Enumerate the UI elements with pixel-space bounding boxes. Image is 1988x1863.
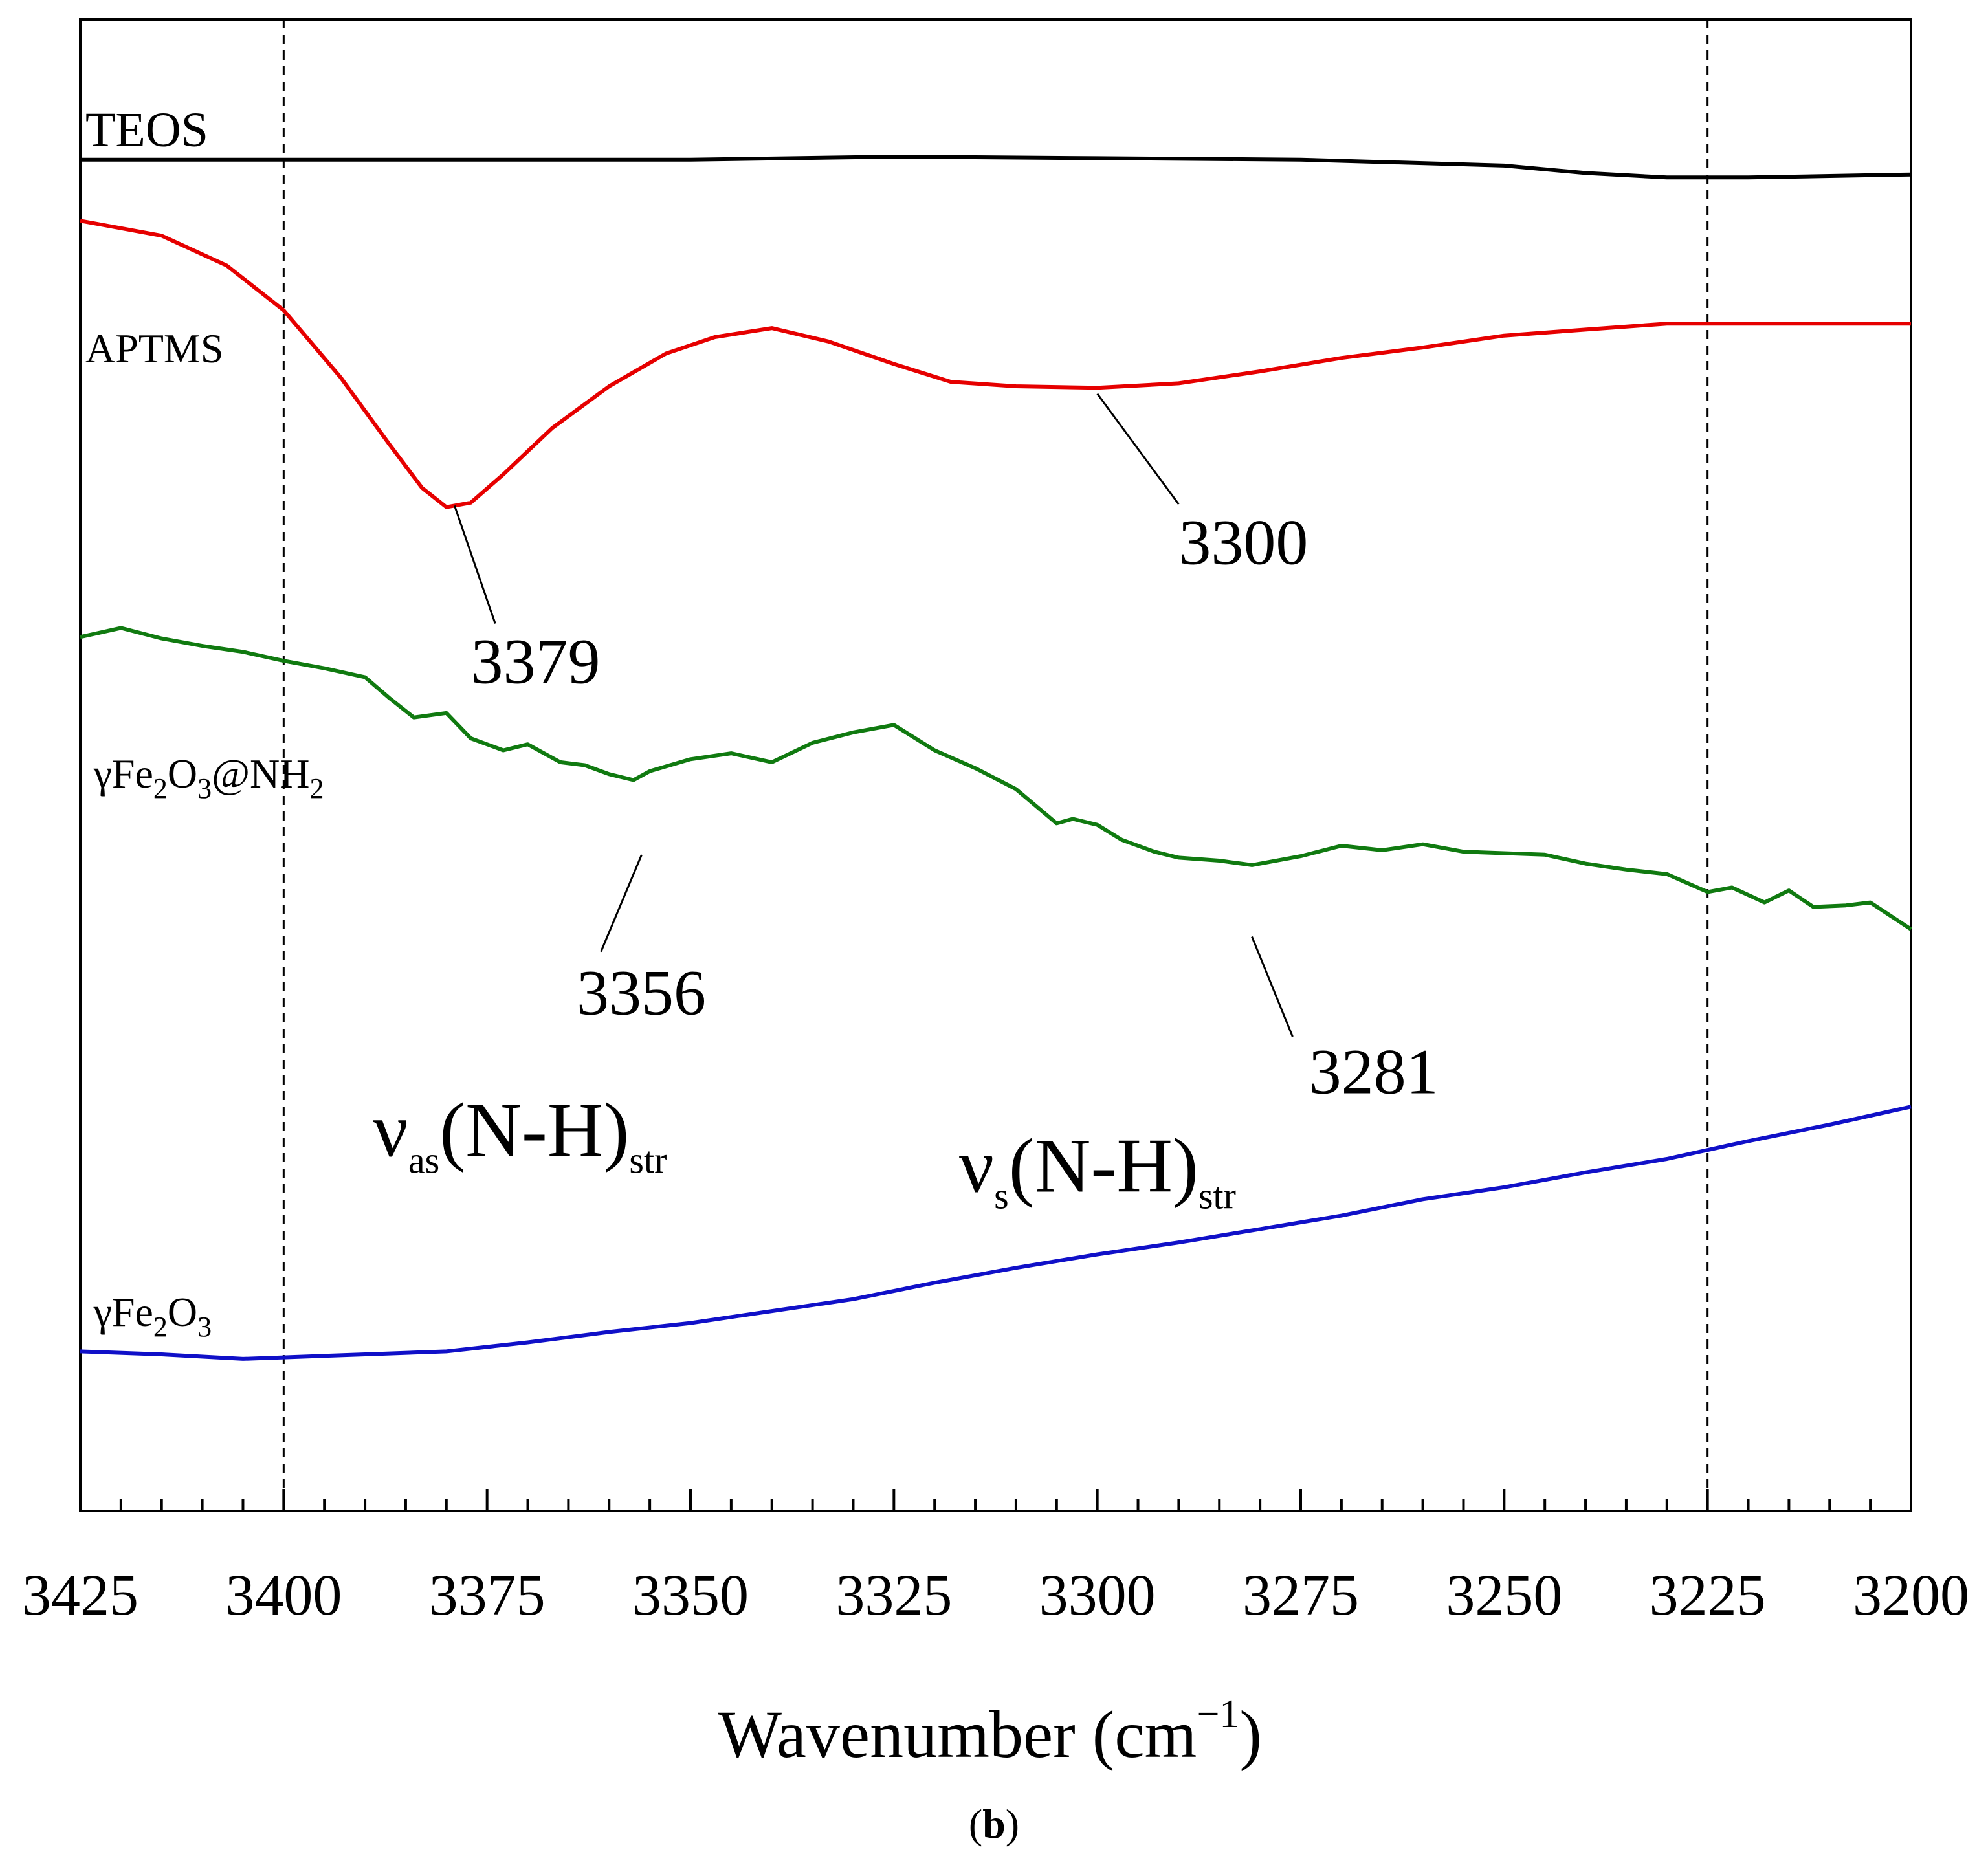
- series-label-2: γFe2O3@NH2: [93, 751, 324, 804]
- annotation-label-1: 3300: [1178, 506, 1308, 578]
- label-part-0: APTMS: [85, 325, 223, 371]
- x-tick-label-0: 3425: [22, 1563, 138, 1627]
- annotation-label-0: 3379: [471, 626, 601, 698]
- series-line-3: [80, 1105, 1912, 1361]
- x-tick-label-7: 3250: [1446, 1563, 1562, 1627]
- reference-lines: [282, 19, 1709, 1511]
- label-part-3: 3: [197, 773, 212, 804]
- caption-open: (: [969, 1801, 982, 1847]
- plot-frame: [79, 18, 1912, 1512]
- label-part-3: str: [629, 1139, 667, 1181]
- series-line-0: [80, 155, 1912, 180]
- annotation-leader-0: [453, 505, 496, 624]
- label-part-2: O: [168, 751, 197, 797]
- caption-close: ): [1006, 1801, 1019, 1847]
- series-label-3: γFe2O3: [93, 1289, 212, 1343]
- label-part-0: γFe: [93, 751, 153, 797]
- label-part-2: (N-H): [1009, 1123, 1198, 1209]
- band-label-1: νs(N-H)str: [959, 1123, 1236, 1217]
- figure-caption: (b): [969, 1801, 1019, 1847]
- x-axis-title-exponent: −1: [1197, 1692, 1239, 1736]
- series-label-0: TEOS: [85, 103, 208, 157]
- annotation-leader-3: [1251, 936, 1294, 1037]
- x-tick-label-6: 3275: [1242, 1563, 1359, 1627]
- x-axis-title-close: ): [1239, 1697, 1262, 1772]
- label-part-1: 2: [153, 1311, 168, 1343]
- x-tick-label-8: 3225: [1650, 1563, 1766, 1627]
- x-tick-label-1: 3400: [225, 1563, 342, 1627]
- caption-letter: b: [982, 1801, 1006, 1847]
- x-tick-label-4: 3325: [835, 1563, 952, 1627]
- series-label-1: APTMS: [85, 325, 223, 371]
- x-tick-label-9: 3200: [1853, 1563, 1969, 1627]
- label-part-5: 2: [309, 773, 324, 804]
- x-tick-labels: 3425 3400 3375 3350 3325 3300 3275 3250 3225 3200: [22, 1563, 1969, 1627]
- x-axis-title: Wavenumber (cm−1): [718, 1692, 1262, 1772]
- label-part-3: str: [1198, 1175, 1236, 1217]
- annotation-label-3: 3281: [1309, 1036, 1439, 1108]
- label-part-0: γFe: [93, 1289, 153, 1335]
- label-part-0: ν: [373, 1086, 408, 1173]
- annotation-label-2: 3356: [577, 956, 706, 1028]
- label-part-1: as: [408, 1139, 439, 1181]
- label-part-2: (N-H): [439, 1086, 629, 1173]
- label-part-2: O: [168, 1289, 197, 1335]
- x-axis-ticks: [79, 1489, 1912, 1511]
- label-part-3: 3: [197, 1311, 212, 1343]
- label-part-0: TEOS: [85, 103, 208, 157]
- label-part-0: ν: [959, 1123, 994, 1209]
- label-part-1: s: [994, 1175, 1009, 1217]
- annotation-leader-2: [600, 854, 643, 953]
- annotation-leader-1: [1096, 393, 1180, 505]
- label-part-1: 2: [153, 773, 168, 804]
- series-line-2: [80, 626, 1912, 931]
- x-tick-label-3: 3350: [632, 1563, 749, 1627]
- x-tick-label-2: 3375: [429, 1563, 546, 1627]
- x-axis-title-text: Wavenumber (cm: [718, 1697, 1197, 1772]
- series-line-1: [80, 219, 1911, 509]
- label-part-4: @NH: [212, 751, 309, 797]
- x-tick-label-5: 3300: [1039, 1563, 1156, 1627]
- band-label-0: νas(N-H)str: [373, 1086, 667, 1181]
